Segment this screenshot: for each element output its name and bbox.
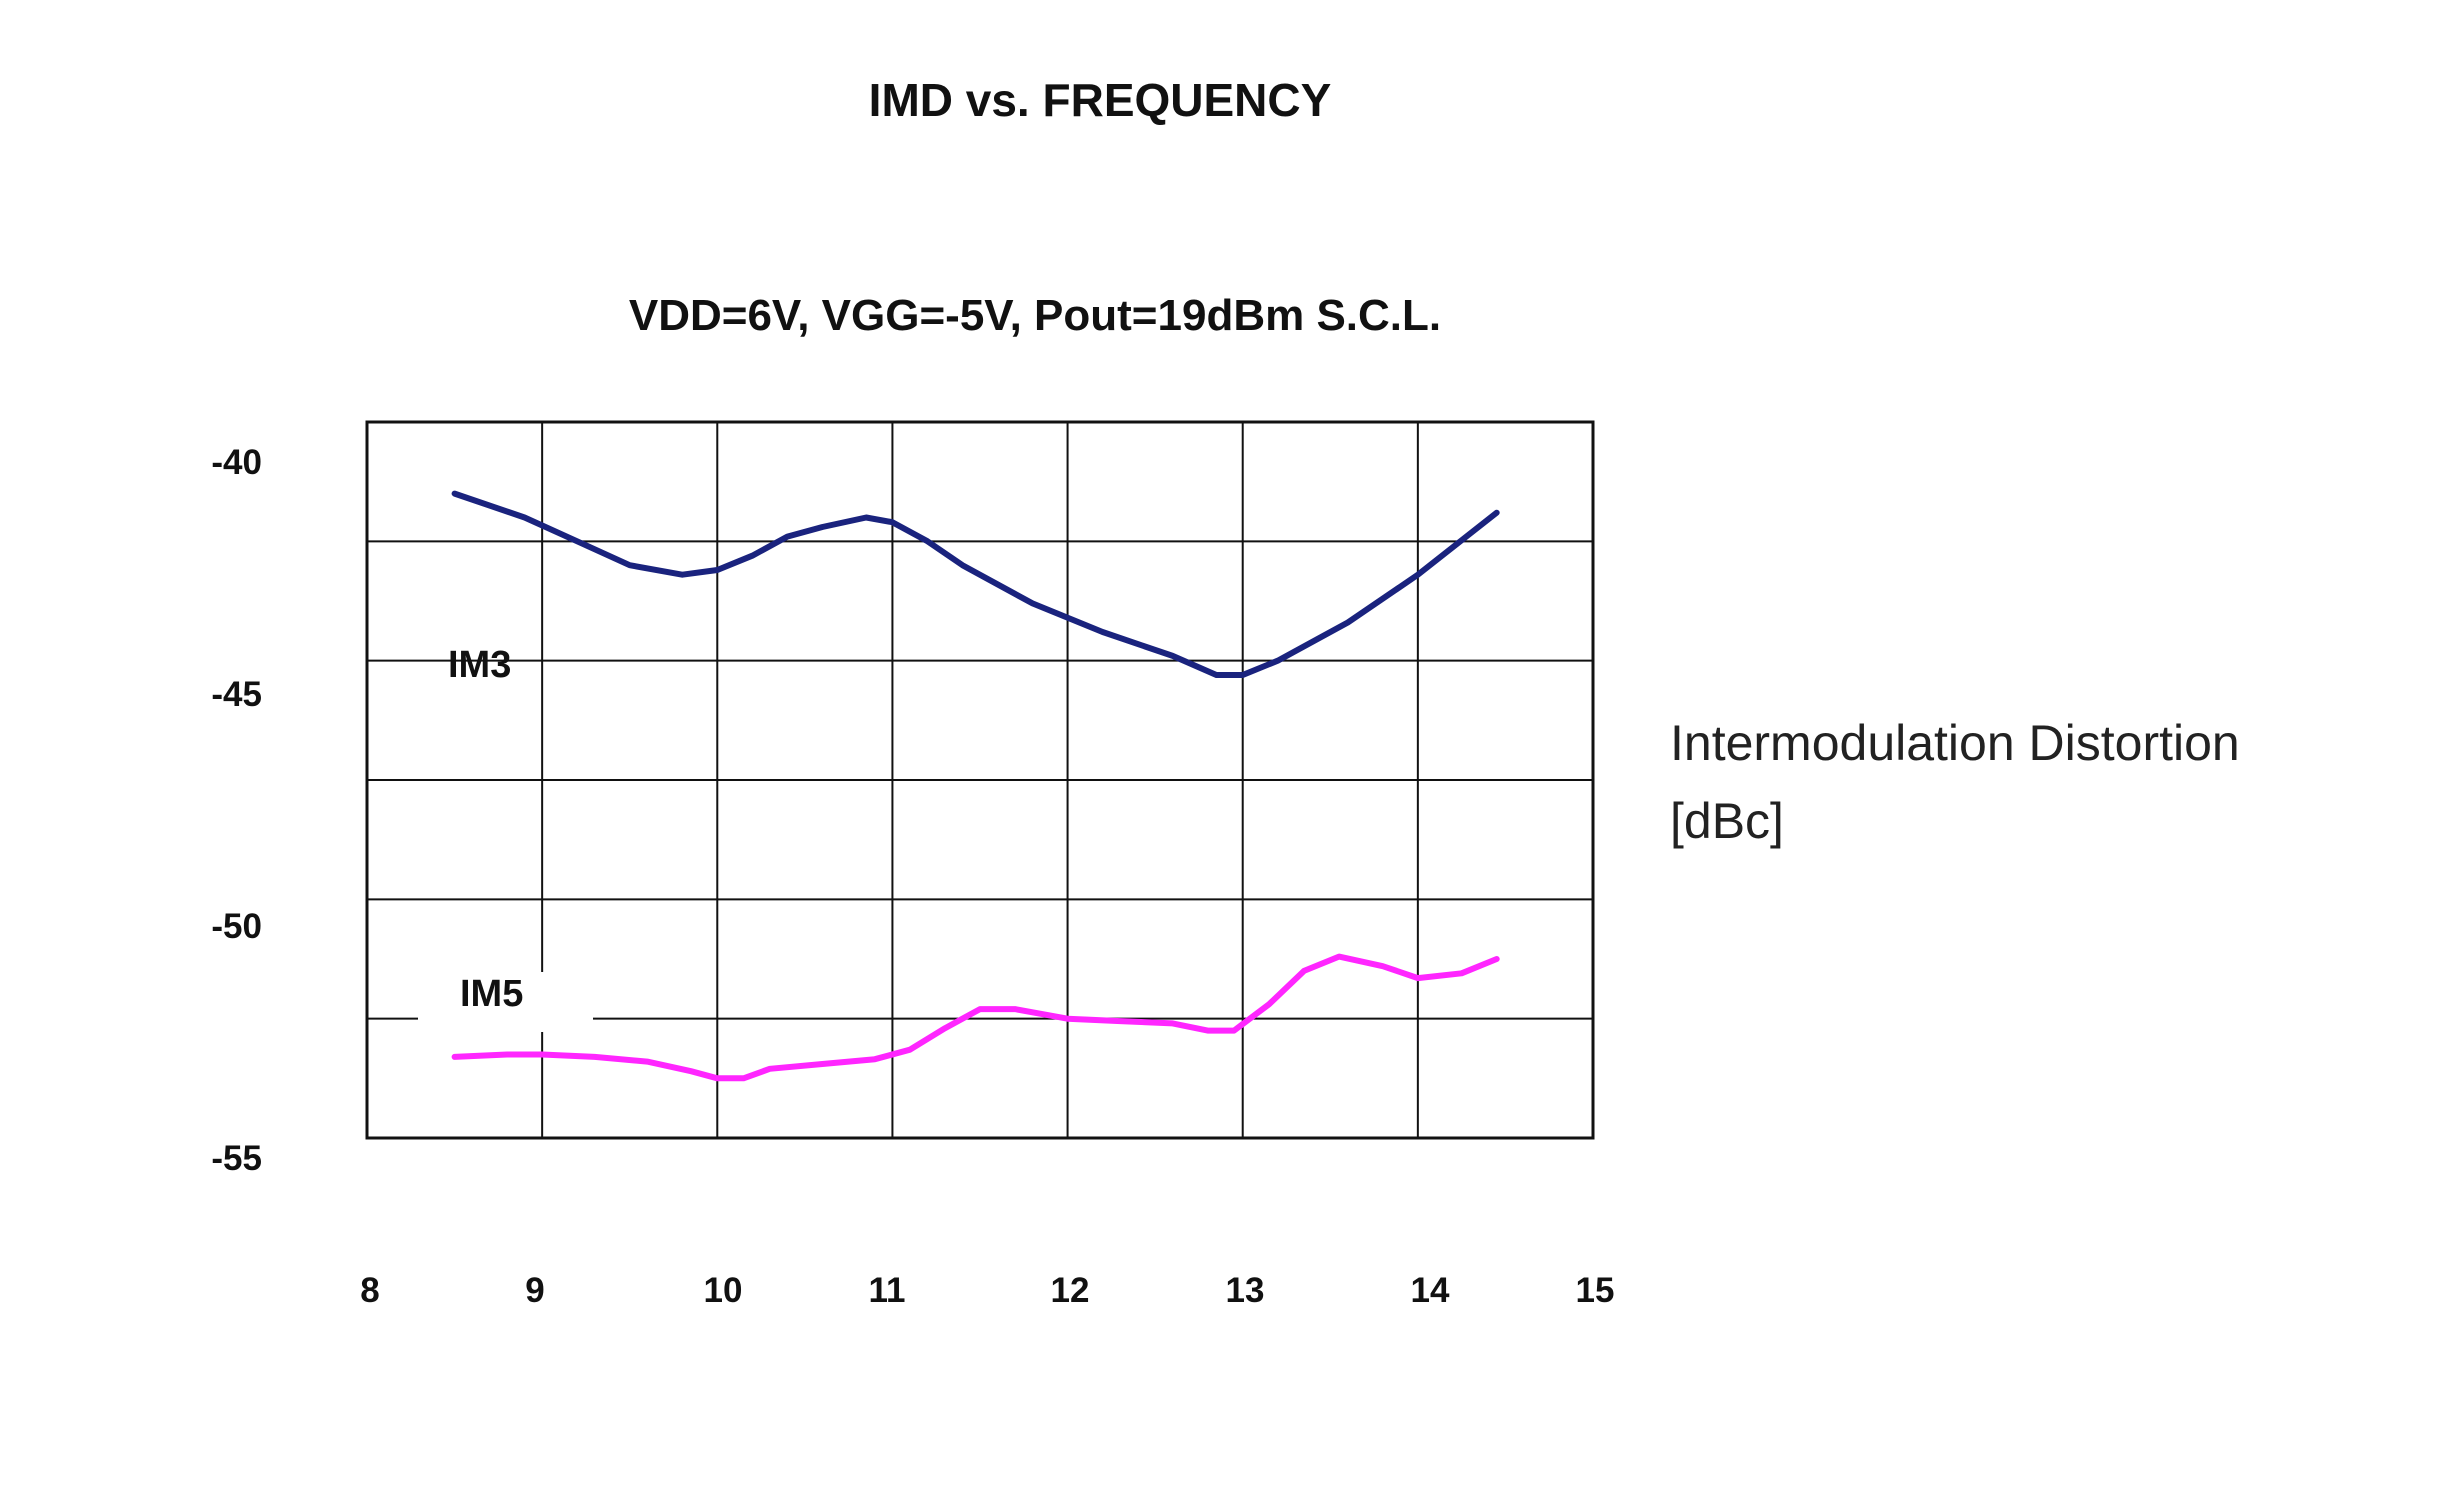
x-tick-label: 15 [1576, 1271, 1615, 1310]
series-label-im5-bg [418, 972, 593, 1032]
y-tick-label: -55 [211, 1139, 262, 1178]
axis-ticks: 8 9 10 11 12 13 14 15 -40 -45 -50 -55 [211, 443, 1614, 1310]
y-axis-label-line2: [dBc] [1670, 793, 1784, 849]
x-tick-label: 12 [1051, 1271, 1090, 1310]
chart-subtitle: VDD=6V, VGG=-5V, Pout=19dBm S.C.L. [629, 291, 1441, 340]
y-tick-label: -50 [211, 907, 262, 946]
x-tick-label: 9 [525, 1271, 544, 1310]
series-line-im3 [451, 490, 1500, 678]
plot-labels: IM3 IM5 [418, 644, 593, 1032]
series-line-im5 [451, 953, 1500, 1082]
y-tick-label: -45 [211, 675, 262, 714]
chart-title: IMD vs. FREQUENCY [869, 74, 1332, 126]
series-label-im5: IM5 [460, 973, 523, 1015]
y-axis-label-line1: Intermodulation Distortion [1670, 715, 2240, 771]
x-tick-label: 8 [360, 1271, 379, 1310]
y-tick-label: -40 [211, 443, 262, 482]
series-label-im3: IM3 [448, 644, 511, 686]
x-tick-label: 14 [1411, 1271, 1450, 1310]
x-tick-label: 13 [1226, 1271, 1265, 1310]
plot-frame [365, 420, 1595, 1140]
plot-series [451, 490, 1500, 1082]
x-tick-label: 11 [869, 1271, 906, 1310]
x-tick-label: 10 [704, 1271, 743, 1310]
